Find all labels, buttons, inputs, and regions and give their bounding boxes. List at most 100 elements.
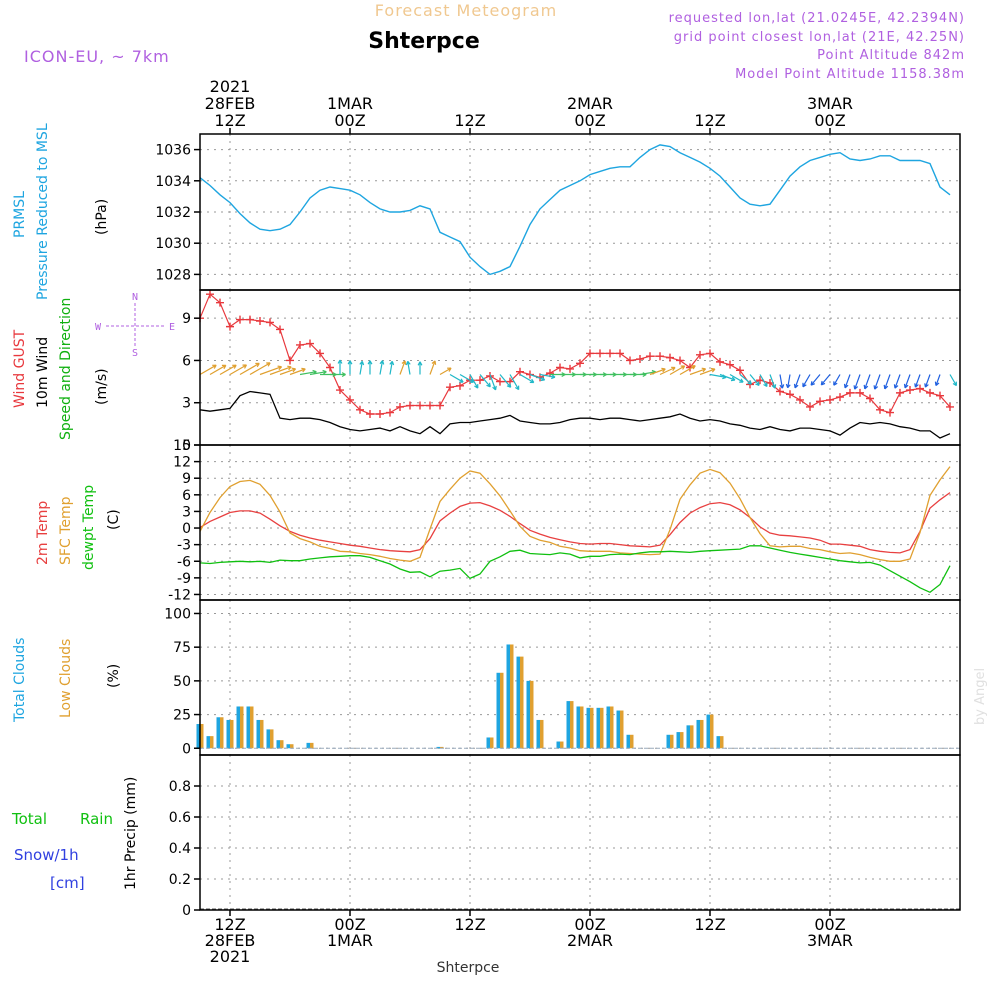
total-cloud-bar [286, 744, 290, 749]
low-cloud-bar [680, 732, 684, 749]
total-cloud-bar [666, 734, 670, 749]
percent-unit-label: (%) [106, 664, 122, 688]
gust-marker [816, 397, 824, 406]
sfc-temp-label: SFC Temp [58, 496, 74, 565]
top-time-label: 12Z [214, 111, 245, 130]
grid-layer [200, 134, 960, 911]
wind-arrow [659, 366, 676, 376]
wind-arrow [903, 374, 911, 389]
gust-marker [296, 340, 304, 349]
temp2m-line [199, 492, 951, 554]
total-cloud-bar [506, 644, 510, 749]
top-time-label: 00Z [334, 111, 365, 130]
top-time-label: 12Z [454, 111, 485, 130]
gust-marker [376, 410, 384, 418]
y-tick-label: 6 [182, 488, 191, 504]
gust-marker [346, 395, 354, 404]
gust-marker [726, 360, 734, 369]
total-cloud-bar [686, 725, 690, 749]
y-tick-label: 0 [182, 903, 191, 919]
wind-arrow [719, 373, 736, 382]
gust-marker [216, 298, 224, 307]
wind-arrow [689, 367, 707, 376]
compass-rose-icon [106, 303, 164, 346]
bottom-time-label: 3MAR [807, 931, 853, 950]
total-cloud-bar [616, 710, 620, 749]
wind-arrow [793, 374, 801, 389]
wind-arrow [337, 359, 343, 375]
point-altitude: Point Altitude 842m [817, 48, 965, 63]
wind-arrow [820, 374, 831, 386]
wind-arrow [269, 365, 292, 376]
bottom-time-label: 2MAR [567, 931, 613, 950]
compass-e: E [169, 322, 175, 333]
y-tick-label: 1028 [155, 267, 191, 283]
low-cloud-bar [590, 707, 594, 749]
gust-marker [516, 367, 524, 376]
pressure-line [199, 144, 951, 276]
low-cloud-bar [510, 644, 514, 749]
low-cloud-bar [710, 714, 714, 749]
total-cloud-bar [486, 737, 490, 749]
wind-arrow [229, 364, 248, 376]
pressure-labels: PRMSL Pressure Reduced to MSL (hPa) [12, 123, 110, 300]
wind-arrow [529, 373, 546, 382]
wind-arrow [519, 373, 535, 384]
y-tick-label: 0 [182, 521, 191, 537]
wind-arrow [883, 374, 891, 390]
top-time-label: 1MAR [327, 94, 373, 113]
requested-coords: requested lon,lat (21.0245E, 42.2394N) [669, 11, 965, 26]
y-tick-label: 15 [173, 438, 191, 454]
wind10m-line [199, 390, 951, 439]
low-cloud-bar [580, 706, 584, 749]
total-cloud-bar [526, 680, 530, 749]
wind-arrow [853, 374, 861, 390]
y-tick-label: 12 [173, 455, 191, 471]
total-cloud-bar [436, 746, 440, 749]
low-cloud-bar [500, 672, 504, 749]
low-cloud-bar [490, 737, 494, 749]
y-tick-label: 75 [173, 640, 191, 656]
total-label: Total [11, 810, 47, 828]
bottom-time-label: 12Z [214, 915, 245, 934]
bottom-station: Shterpce [437, 960, 500, 976]
gust-marker [306, 339, 314, 348]
total-cloud-bar [246, 706, 250, 749]
wind-gust-label: Wind GUST [12, 329, 28, 408]
low-cloud-bar [630, 734, 634, 749]
gust-marker [406, 401, 414, 410]
dewpt-line [199, 545, 951, 594]
y-tick-label: -6 [177, 554, 191, 570]
low-cloud-bar [250, 706, 254, 749]
wind-arrow [359, 360, 365, 375]
gust-marker [616, 349, 624, 358]
wind-arrow [459, 373, 475, 383]
y-tick-label: 0 [182, 741, 191, 757]
cloud-labels: Total Clouds Low Clouds (%) [12, 638, 122, 723]
wind-speed-dir-label: Speed and Direction [58, 298, 74, 440]
low-cloud-bar [260, 719, 264, 749]
total-cloud-bar [696, 719, 700, 749]
wind-arrow [219, 364, 237, 376]
low-cloud-bar [600, 707, 604, 749]
low-cloud-bar [270, 729, 274, 749]
wind-arrow [802, 374, 811, 388]
axis-layer: 102810301032103410360369-12-9-6-30369121… [155, 77, 961, 966]
gust-marker [836, 393, 844, 402]
low-cloud-bar [230, 719, 234, 749]
top-time-label: 00Z [814, 111, 845, 130]
model-altitude: Model Point Altitude 1158.38m [735, 67, 965, 82]
total-clouds-label: Total Clouds [12, 638, 28, 723]
gust-marker [696, 350, 704, 359]
wind-arrow [499, 374, 512, 388]
gust-marker [716, 357, 724, 366]
wind-arrow [893, 374, 901, 389]
gust-marker [426, 401, 434, 410]
gust-marker [236, 315, 244, 324]
wind-arrow [863, 374, 871, 390]
low-cloud-bar [220, 717, 224, 749]
bottom-time-label: 00Z [334, 915, 365, 934]
wind-arrow [729, 373, 744, 383]
panel-frame [199, 444, 961, 601]
low-cloud-bar [720, 736, 724, 749]
